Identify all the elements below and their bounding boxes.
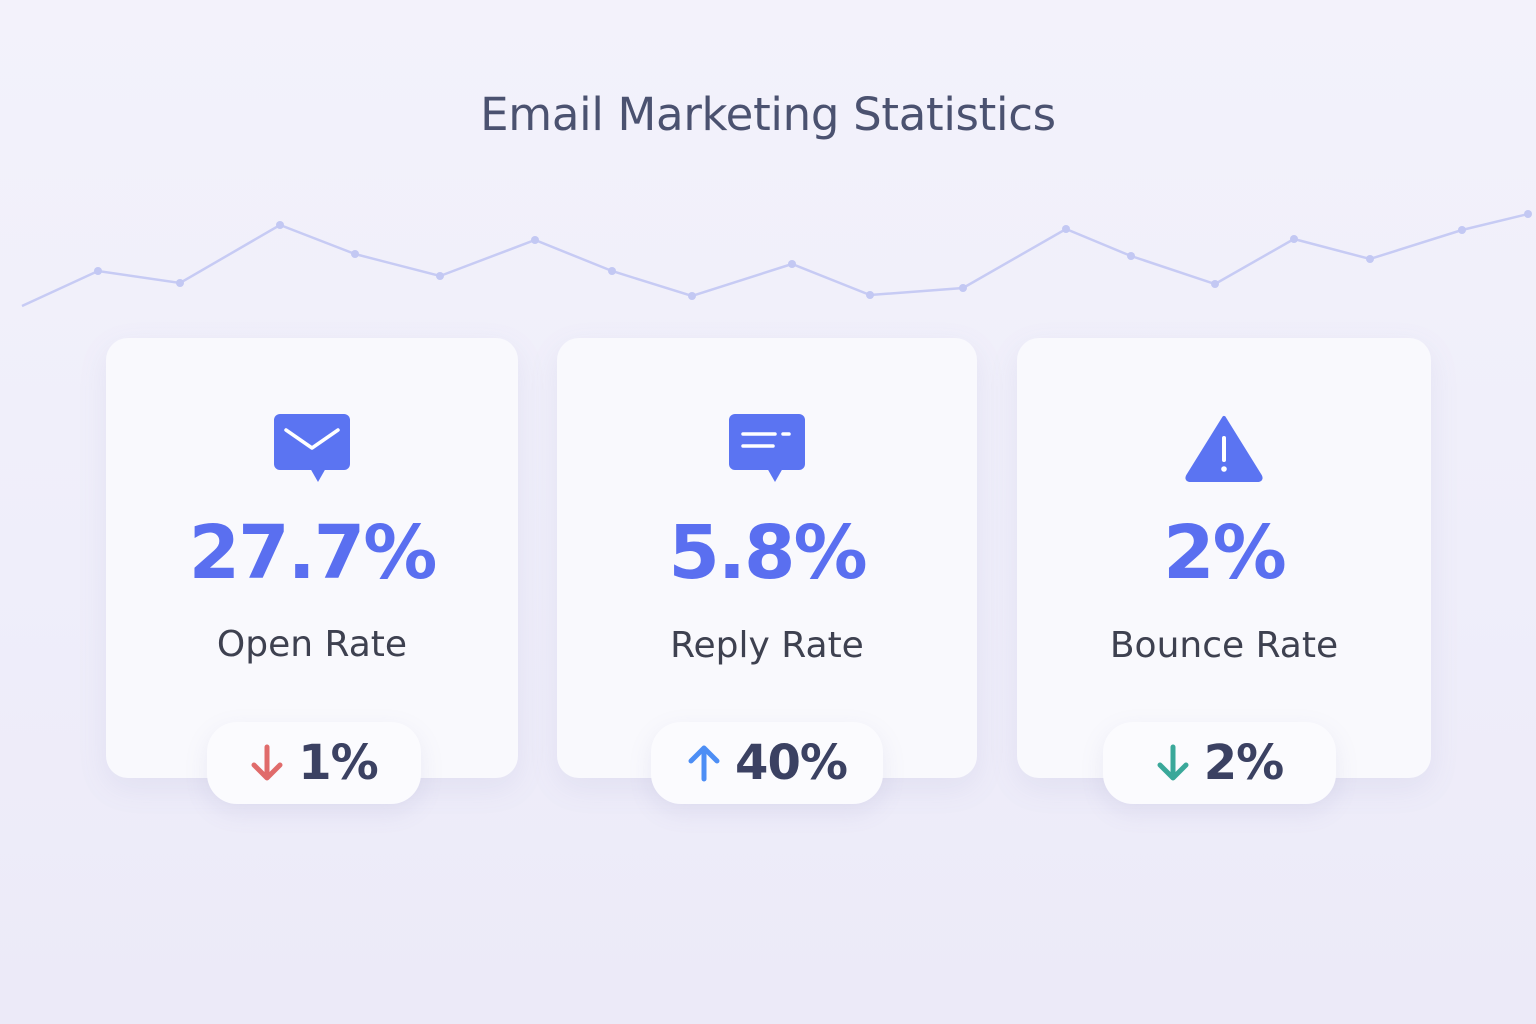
open-rate-change-text: 1% bbox=[298, 735, 378, 791]
page-title: Email Marketing Statistics bbox=[480, 88, 1056, 141]
message-icon bbox=[722, 404, 812, 494]
reply-rate-change-text: 40% bbox=[735, 735, 848, 791]
bounce-rate-card bbox=[1017, 338, 1431, 778]
open-rate-label: Open Rate bbox=[216, 624, 408, 665]
reply-rate-value: 5.8% bbox=[668, 510, 867, 596]
bounce-rate-label: Bounce Rate bbox=[1109, 625, 1339, 666]
email-chat-icon bbox=[267, 404, 357, 494]
reply-rate-card bbox=[557, 338, 977, 778]
bounce-rate-change-badge: 2% bbox=[1103, 722, 1336, 804]
warning-icon bbox=[1179, 404, 1269, 494]
open-rate-value: 27.7% bbox=[188, 510, 438, 596]
bounce-rate-value: 2% bbox=[1163, 510, 1287, 596]
decorative-trend-line bbox=[21, 210, 1532, 308]
arrow-down-icon bbox=[250, 743, 284, 783]
arrow-down-icon bbox=[1156, 743, 1190, 783]
reply-rate-change-badge: 40% bbox=[651, 722, 883, 804]
bounce-rate-change-text: 2% bbox=[1203, 735, 1284, 791]
arrow-up-icon bbox=[687, 743, 721, 783]
open-rate-change-badge: 1% bbox=[207, 722, 421, 804]
reply-rate-label: Reply Rate bbox=[670, 625, 864, 666]
open-rate-card bbox=[106, 338, 518, 778]
